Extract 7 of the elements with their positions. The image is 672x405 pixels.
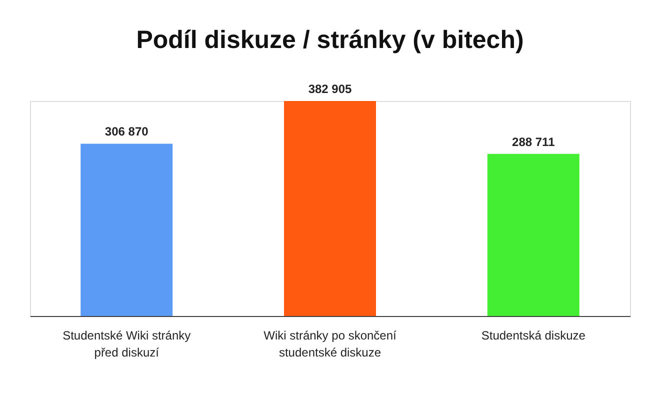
data-label: 306 870 [104,124,149,139]
x-tick-label: Studentská diskuze [481,328,586,342]
chart-title: Podíl diskuze / stránky (v bitech) [136,26,524,54]
data-label: 288 711 [512,134,556,149]
x-tick-label: Studentské Wiki stránky před diskuzí [62,328,191,360]
x-tick-label: Wiki stránky po skončení studentské diskuze [264,328,398,360]
data-label: 382 905 [308,82,352,96]
